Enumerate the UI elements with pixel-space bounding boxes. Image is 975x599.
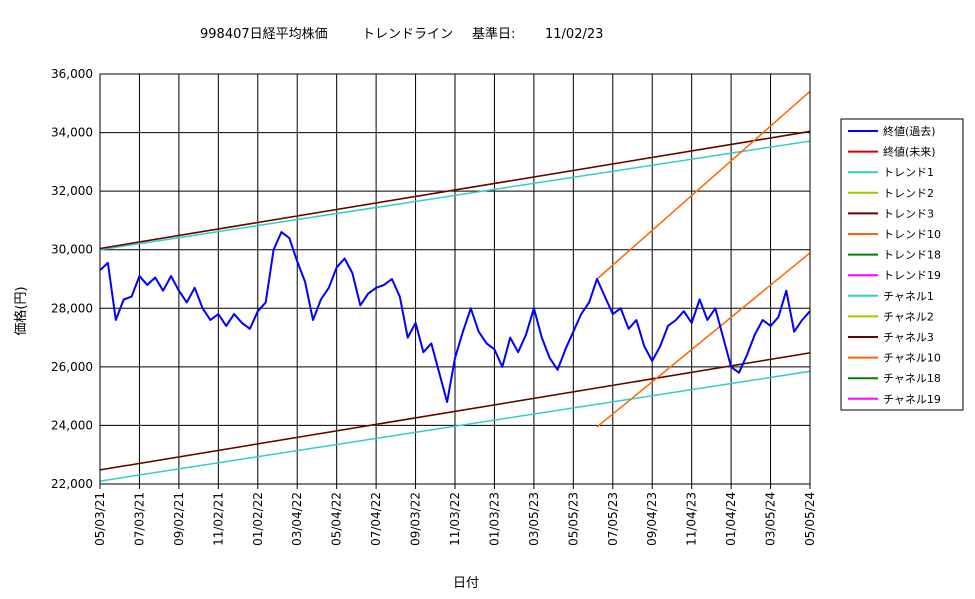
legend-label: トレンド2 <box>883 187 934 200</box>
x-tick-label: 05/03/21 <box>93 492 107 546</box>
series-lines <box>100 90 810 482</box>
x-tick-label: 01/04/24 <box>724 492 738 546</box>
x-tick-label: 03/05/24 <box>764 492 778 546</box>
y-tick-label: 30,000 <box>51 243 93 257</box>
legend-label: チャネル18 <box>883 372 941 385</box>
legend-label: チャネル3 <box>883 331 934 344</box>
series-line-チャネル3 <box>100 352 810 471</box>
x-tick-label: 03/04/22 <box>290 492 304 546</box>
x-tick-label: 07/05/23 <box>606 492 620 546</box>
legend-label: トレンド10 <box>883 228 941 241</box>
close-price-line <box>100 231 810 403</box>
y-tick-label: 24,000 <box>51 418 93 432</box>
x-tick-label: 05/05/23 <box>566 492 580 546</box>
x-tick-label: 01/03/23 <box>487 492 501 546</box>
legend-label: トレンド1 <box>883 166 934 179</box>
chart-title-base-date: 11/02/23 <box>545 27 603 42</box>
x-axis-ticks: 05/03/21 07/03/21 09/02/21 11/02/21 01/02/22… <box>93 484 817 546</box>
y-tick-label: 32,000 <box>51 184 93 198</box>
y-tick-label: 36,000 <box>51 67 93 81</box>
legend-label: 終値(未来) <box>883 145 936 159</box>
y-tick-label: 22,000 <box>51 477 93 491</box>
x-tick-label: 01/02/22 <box>251 492 265 546</box>
legend-label: チャネル10 <box>883 352 941 365</box>
chart-title-base-label: 基準日: <box>472 26 515 42</box>
x-tick-label: 07/04/22 <box>369 492 383 546</box>
y-axis-title: 価格(円) <box>13 286 29 335</box>
legend-label: トレンド18 <box>883 249 941 262</box>
legend-label: トレンド19 <box>883 269 941 282</box>
chart-title-ticker: 998407日経平均株価 <box>200 27 328 42</box>
series-line-チャネル10 <box>596 251 810 428</box>
y-axis-ticks: 22,000 24,000 26,000 28,000 30,000 32,000 34,0… <box>51 67 93 491</box>
x-tick-label: 09/04/23 <box>645 492 659 546</box>
y-tick-label: 34,000 <box>51 126 93 140</box>
series-line-トレンド1 <box>100 140 810 251</box>
y-tick-label: 26,000 <box>51 360 93 374</box>
x-axis-title: 日付 <box>453 576 479 591</box>
x-tick-label: 11/04/23 <box>685 492 699 546</box>
x-tick-label: 09/03/22 <box>409 492 423 546</box>
x-tick-label: 09/02/21 <box>172 492 186 546</box>
x-tick-label: 05/04/22 <box>330 492 344 546</box>
plot-border <box>99 73 811 485</box>
legend-label: 終値(過去) <box>883 124 936 138</box>
legend-label: チャネル19 <box>883 393 941 406</box>
x-tick-label: 07/03/21 <box>132 492 146 546</box>
chart-title-trendline: トレンドライン <box>362 27 453 42</box>
x-tick-label: 11/02/21 <box>211 492 225 546</box>
legend: 終値(過去) 終値(未来) トレンド1 トレンド2 トレンド3 トレンド10 トレンド18 ト… <box>848 124 941 406</box>
legend-label: トレンド3 <box>883 207 934 220</box>
legend-label: チャネル1 <box>883 290 934 303</box>
series-line-チャネル1 <box>100 370 810 482</box>
series-line-トレンド10 <box>596 90 810 280</box>
y-tick-label: 28,000 <box>51 301 93 315</box>
legend-label: チャネル2 <box>883 310 934 323</box>
x-tick-label: 11/03/22 <box>448 492 462 546</box>
x-tick-label: 05/05/24 <box>803 492 817 546</box>
x-tick-label: 03/05/23 <box>527 492 541 546</box>
series-line-トレンド3 <box>100 130 810 250</box>
legend-box <box>840 118 964 411</box>
